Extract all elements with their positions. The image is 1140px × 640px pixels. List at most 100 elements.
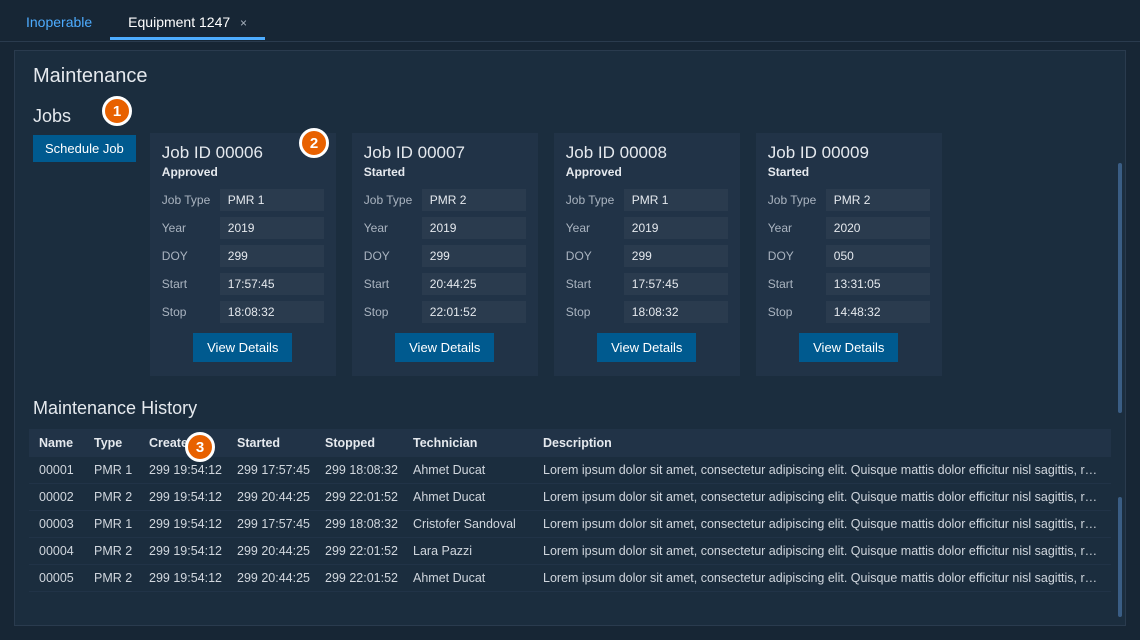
cell-stopped: 299 18:08:32 <box>325 517 413 531</box>
job-field: DOY299 <box>162 245 324 267</box>
job-id: Job ID 00007 <box>364 143 526 163</box>
view-details-button[interactable]: View Details <box>395 333 494 362</box>
field-value: 2019 <box>220 217 324 239</box>
cell-created: 299 19:54:12 <box>149 571 237 585</box>
job-card: Job ID 00007StartedJob TypePMR 2Year2019… <box>352 133 538 376</box>
col-technician: Technician <box>413 436 543 450</box>
cell-description: Lorem ipsum dolor sit amet, consectetur … <box>543 463 1101 477</box>
field-label: Year <box>768 221 826 235</box>
field-value: PMR 2 <box>422 189 526 211</box>
field-label: DOY <box>768 249 826 263</box>
job-field: Year2019 <box>364 217 526 239</box>
table-row[interactable]: 00005PMR 2299 19:54:12299 20:44:25299 22… <box>29 565 1111 592</box>
cell-technician: Lara Pazzi <box>413 544 543 558</box>
scrollbar-thumb[interactable] <box>1118 497 1122 617</box>
close-icon[interactable]: × <box>240 16 247 30</box>
job-field: Stop18:08:32 <box>162 301 324 323</box>
job-field: Year2019 <box>566 217 728 239</box>
field-value: PMR 2 <box>826 189 930 211</box>
field-label: DOY <box>162 249 220 263</box>
annotation-badge: 2 <box>299 128 329 158</box>
cell-started: 299 17:57:45 <box>237 463 325 477</box>
job-card: Job ID 00008ApprovedJob TypePMR 1Year201… <box>554 133 740 376</box>
cell-type: PMR 2 <box>94 544 149 558</box>
field-label: DOY <box>566 249 624 263</box>
field-value: 17:57:45 <box>220 273 324 295</box>
field-label: Year <box>364 221 422 235</box>
job-status: Started <box>364 165 526 179</box>
cell-description: Lorem ipsum dolor sit amet, consectetur … <box>543 490 1101 504</box>
history-section: Maintenance History Name Type Created St… <box>15 384 1125 592</box>
annotation-badge: 1 <box>102 96 132 126</box>
job-field: Job TypePMR 1 <box>162 189 324 211</box>
job-field: DOY299 <box>364 245 526 267</box>
field-value: 299 <box>422 245 526 267</box>
job-field: Job TypePMR 1 <box>566 189 728 211</box>
job-field: Start20:44:25 <box>364 273 526 295</box>
cell-type: PMR 2 <box>94 490 149 504</box>
field-value: 299 <box>624 245 728 267</box>
field-value: 14:48:32 <box>826 301 930 323</box>
field-label: Stop <box>162 305 220 319</box>
cell-technician: Ahmet Ducat <box>413 463 543 477</box>
field-label: Start <box>364 277 422 291</box>
field-value: 17:57:45 <box>624 273 728 295</box>
job-field: Year2020 <box>768 217 930 239</box>
field-label: DOY <box>364 249 422 263</box>
cell-started: 299 20:44:25 <box>237 490 325 504</box>
field-label: Job Type <box>364 193 422 207</box>
view-details-button[interactable]: View Details <box>597 333 696 362</box>
field-value: PMR 1 <box>624 189 728 211</box>
field-value: 2019 <box>422 217 526 239</box>
field-label: Start <box>768 277 826 291</box>
field-label: Job Type <box>566 193 624 207</box>
field-label: Start <box>566 277 624 291</box>
cell-name: 00002 <box>39 490 94 504</box>
table-row[interactable]: 00001PMR 1299 19:54:12299 17:57:45299 18… <box>29 457 1111 484</box>
field-label: Year <box>162 221 220 235</box>
field-value: PMR 1 <box>220 189 324 211</box>
tab-equipment[interactable]: Equipment 1247 × <box>110 2 265 40</box>
cell-description: Lorem ipsum dolor sit amet, consectetur … <box>543 571 1101 585</box>
col-started: Started <box>237 436 325 450</box>
job-field: DOY299 <box>566 245 728 267</box>
cell-created: 299 19:54:12 <box>149 517 237 531</box>
field-value: 20:44:25 <box>422 273 526 295</box>
schedule-job-button[interactable]: Schedule Job <box>33 135 136 162</box>
cell-name: 00005 <box>39 571 94 585</box>
maintenance-panel: Maintenance Jobs Schedule Job Job ID 000… <box>14 50 1126 626</box>
job-field: Stop22:01:52 <box>364 301 526 323</box>
field-label: Stop <box>566 305 624 319</box>
cell-stopped: 299 22:01:52 <box>325 544 413 558</box>
cell-started: 299 20:44:25 <box>237 544 325 558</box>
field-value: 299 <box>220 245 324 267</box>
view-details-button[interactable]: View Details <box>799 333 898 362</box>
scrollbar-thumb[interactable] <box>1118 163 1122 413</box>
cell-type: PMR 1 <box>94 517 149 531</box>
cell-stopped: 299 22:01:52 <box>325 571 413 585</box>
view-details-button[interactable]: View Details <box>193 333 292 362</box>
field-value: 22:01:52 <box>422 301 526 323</box>
cell-description: Lorem ipsum dolor sit amet, consectetur … <box>543 544 1101 558</box>
table-row[interactable]: 00002PMR 2299 19:54:12299 20:44:25299 22… <box>29 484 1111 511</box>
jobs-title: Jobs <box>29 98 1111 133</box>
job-field: Year2019 <box>162 217 324 239</box>
job-status: Approved <box>162 165 324 179</box>
tab-inoperable[interactable]: Inoperable <box>8 2 110 40</box>
table-row[interactable]: 00003PMR 1299 19:54:12299 17:57:45299 18… <box>29 511 1111 538</box>
job-field: Job TypePMR 2 <box>768 189 930 211</box>
cell-stopped: 299 22:01:52 <box>325 490 413 504</box>
cell-started: 299 20:44:25 <box>237 571 325 585</box>
cell-type: PMR 2 <box>94 571 149 585</box>
col-name: Name <box>39 436 94 450</box>
col-type: Type <box>94 436 149 450</box>
cell-type: PMR 1 <box>94 463 149 477</box>
cell-started: 299 17:57:45 <box>237 517 325 531</box>
cell-created: 299 19:54:12 <box>149 463 237 477</box>
cell-name: 00004 <box>39 544 94 558</box>
table-row[interactable]: 00004PMR 2299 19:54:12299 20:44:25299 22… <box>29 538 1111 565</box>
cell-technician: Cristofer Sandoval <box>413 517 543 531</box>
job-field: Start17:57:45 <box>162 273 324 295</box>
job-card: Job ID 00009StartedJob TypePMR 2Year2020… <box>756 133 942 376</box>
cell-created: 299 19:54:12 <box>149 490 237 504</box>
